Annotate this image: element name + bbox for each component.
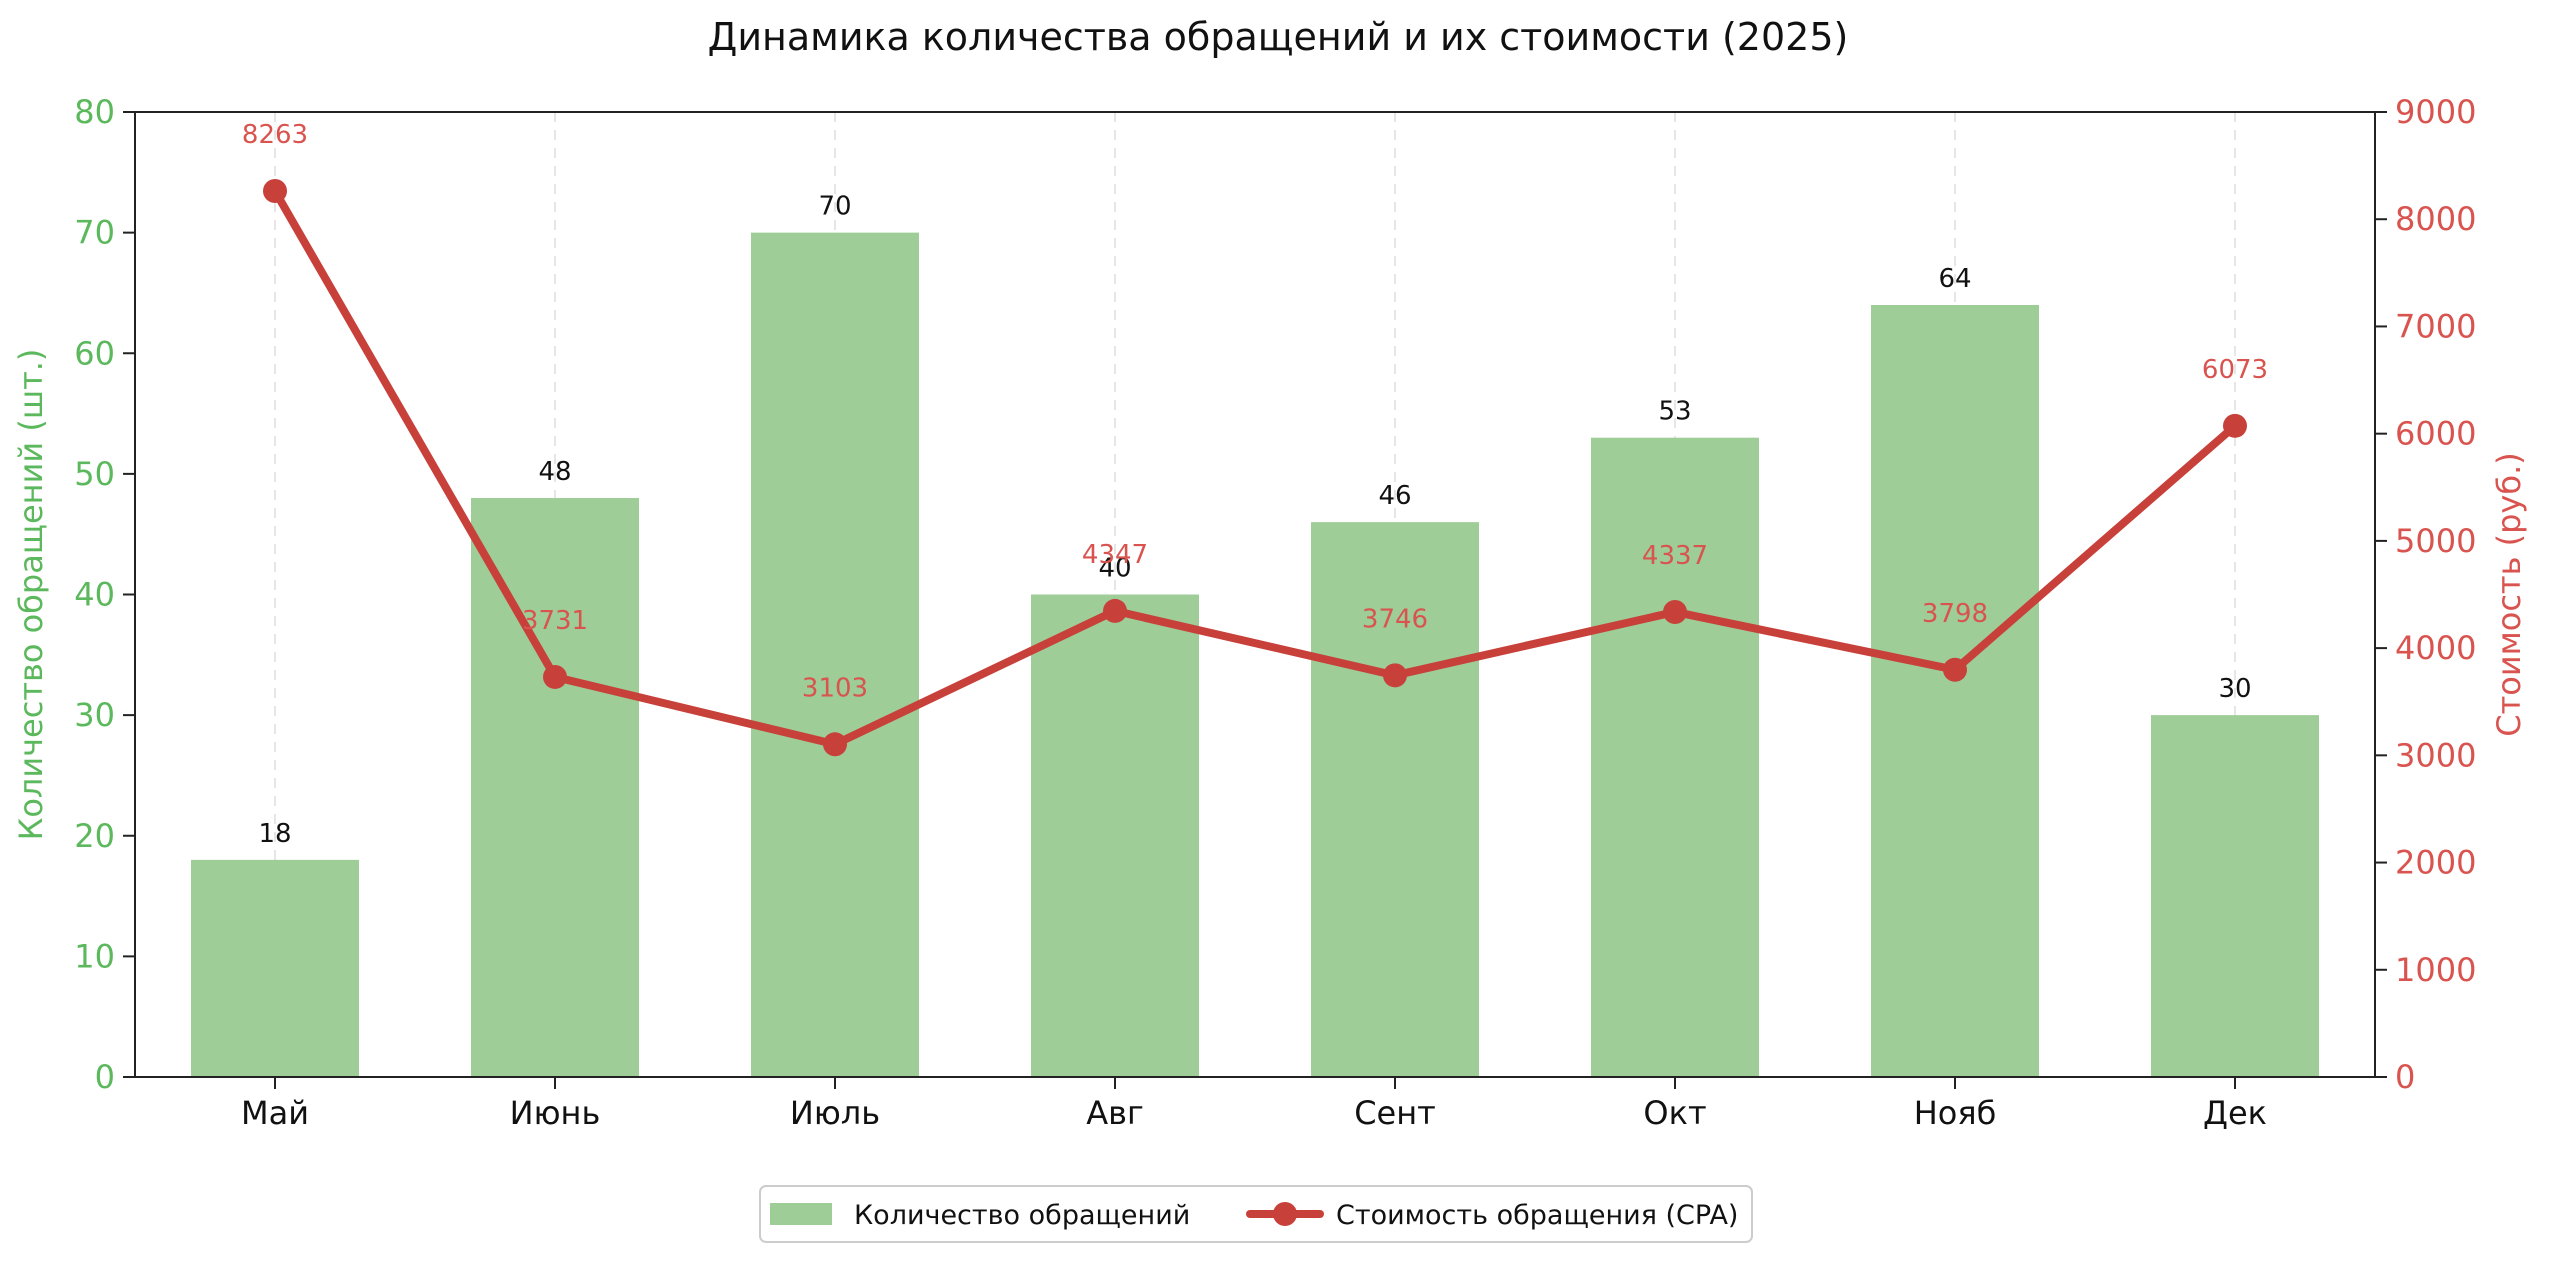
bar	[1311, 522, 1479, 1077]
left-axis-title: Количество обращений (шт.)	[12, 349, 50, 841]
x-tick-label: Окт	[1643, 1094, 1706, 1132]
line-value-label: 3746	[1362, 604, 1428, 634]
x-tick-label: Июнь	[510, 1094, 601, 1132]
bar	[1591, 437, 1759, 1077]
line-value-label: 4337	[1642, 541, 1708, 571]
line-point	[1103, 598, 1127, 623]
x-tick-label: Дек	[2203, 1094, 2267, 1132]
bar-value-label: 48	[538, 457, 571, 487]
left-tick-label: 70	[74, 214, 115, 252]
bar-value-label: 70	[818, 192, 851, 222]
line-value-label: 3798	[1922, 599, 1988, 629]
line-point	[263, 179, 287, 204]
line-point	[543, 664, 567, 689]
right-tick-label: 5000	[2395, 522, 2476, 560]
line-value-label: 3731	[522, 606, 588, 636]
right-tick-label: 1000	[2395, 951, 2476, 989]
right-tick-label: 8000	[2395, 200, 2476, 238]
right-tick-label: 2000	[2395, 844, 2476, 882]
bar-value-label: 30	[2218, 674, 2251, 704]
legend-bar-label: Количество обращений	[854, 1200, 1190, 1231]
axes-layer: 0 10 20 30 40 50 60 70 80 0 1000 2000 3000 4000 5000 60…	[12, 93, 2528, 1132]
bar	[751, 232, 919, 1077]
line-point	[1943, 657, 1967, 682]
left-tick-label: 40	[74, 576, 115, 614]
line-value-label: 4347	[1082, 540, 1148, 570]
right-tick-label: 6000	[2395, 415, 2476, 453]
line-value-label: 3103	[802, 673, 868, 703]
line-point	[2223, 413, 2247, 438]
right-tick-label: 3000	[2395, 736, 2476, 774]
legend-bar-swatch	[770, 1203, 832, 1225]
left-tick-label: 10	[74, 937, 115, 975]
legend: Количество обращений Стоимость обращения …	[759, 1185, 1753, 1243]
bar-value-label: 40	[1098, 554, 1131, 584]
bar	[471, 498, 639, 1077]
left-tick-label: 30	[74, 696, 115, 734]
bar	[191, 859, 359, 1077]
x-tick-label: Июль	[790, 1094, 880, 1132]
left-tick-label: 0	[95, 1058, 115, 1096]
bar-value-label: 18	[258, 819, 291, 849]
line-layer	[263, 179, 2247, 757]
right-tick-label: 9000	[2395, 93, 2476, 131]
x-tick-label: Сент	[1354, 1094, 1436, 1132]
legend-line-label: Стоимость обращения (CPA)	[1336, 1200, 1738, 1231]
line-labels-layer: 8263 3731 3103 4347 3746 4337 3798 6073	[242, 120, 2268, 703]
line-point	[823, 732, 847, 757]
right-tick-label: 0	[2395, 1058, 2415, 1096]
legend-line-marker	[1273, 1202, 1297, 1226]
line-value-label: 8263	[242, 120, 308, 150]
bar	[2151, 715, 2319, 1077]
left-tick-label: 80	[74, 93, 115, 131]
bar-labels-layer: 18 48 70 40 46 53 64 30	[258, 192, 2251, 849]
bars-layer	[191, 232, 2319, 1077]
line-point	[1383, 663, 1407, 688]
bar	[1871, 305, 2039, 1077]
left-tick-label: 20	[74, 817, 115, 855]
left-tick-label: 60	[74, 334, 115, 372]
right-tick-label: 7000	[2395, 307, 2476, 345]
bar-value-label: 64	[1938, 264, 1971, 294]
line-series	[271, 187, 2239, 749]
bar-value-label: 46	[1378, 481, 1411, 511]
right-tick-label: 4000	[2395, 629, 2476, 667]
x-tick-label: Нояб	[1914, 1094, 1997, 1132]
left-tick-label: 50	[74, 455, 115, 493]
chart-title: Динамика количества обращений и их стоим…	[708, 15, 1849, 59]
line-value-label: 6073	[2202, 355, 2268, 385]
line-point	[1663, 599, 1687, 624]
bar-value-label: 53	[1658, 397, 1691, 427]
x-tick-label: Май	[241, 1094, 309, 1132]
right-axis-title: Стоимость (руб.)	[2490, 452, 2528, 736]
x-tick-label: Авг	[1086, 1094, 1144, 1132]
bar	[1031, 594, 1199, 1077]
